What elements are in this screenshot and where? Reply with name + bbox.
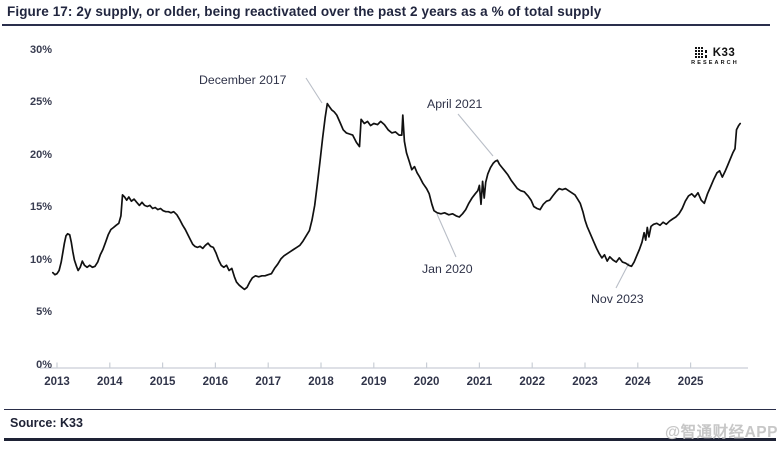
annotation-connector (457, 113, 494, 157)
annotation-label: Nov 2023 (591, 292, 644, 306)
title-underline (2, 24, 770, 26)
annotation-connector (436, 213, 457, 258)
x-axis-label: 2019 (361, 376, 387, 388)
x-axis-label: 2015 (149, 376, 176, 388)
k33-logo-subtext: RESEARCH (691, 60, 739, 66)
footer-divider-bottom (4, 438, 776, 441)
annotation-connector (305, 77, 323, 104)
y-axis-label: 10% (29, 253, 52, 266)
x-axis-label: 2014 (97, 376, 123, 388)
footer-divider-top (4, 409, 776, 410)
x-axis-label: 2020 (413, 376, 440, 388)
x-axis-label: 2022 (519, 376, 545, 388)
dot-matrix-icon (694, 47, 707, 58)
x-axis-label: 2016 (202, 376, 229, 388)
x-axis-label: 2024 (625, 376, 651, 388)
source-label: Source: K33 (10, 416, 83, 430)
x-axis-label: 2018 (308, 376, 334, 388)
y-axis-label: 5% (36, 306, 52, 318)
x-axis-label: 2025 (677, 376, 704, 388)
x-axis-label: 2023 (572, 376, 598, 388)
chart-area: 30% 25% 20% 15% 10% 5% 0% 2013 2014 2015 2016 2017… (0, 26, 781, 406)
x-axis-label: 2021 (466, 376, 493, 388)
y-axis-label: 0% (36, 358, 52, 371)
annotation-label: April 2021 (427, 97, 483, 111)
figure-title: Figure 17: 2y supply, or older, being re… (7, 4, 602, 19)
annotation-label: December 2017 (199, 73, 287, 87)
watermark: @智通财经APP (665, 424, 778, 441)
y-axis-label: 20% (29, 148, 52, 161)
annotation-label: Jan 2020 (422, 262, 473, 276)
k33-logo-text: K33 (712, 46, 736, 59)
k33-logo-row: K33 (694, 46, 736, 59)
k33-logo: K33 RESEARCH (684, 46, 746, 67)
y-axis-label: 30% (29, 43, 52, 56)
annotation-connector (615, 262, 630, 289)
x-axis-label: 2013 (44, 376, 70, 388)
y-axis-label: 15% (29, 201, 52, 213)
x-axis-label: 2017 (255, 376, 281, 388)
chart-canvas (40, 77, 748, 369)
series-line (51, 102, 742, 291)
y-axis-label: 25% (29, 96, 52, 108)
